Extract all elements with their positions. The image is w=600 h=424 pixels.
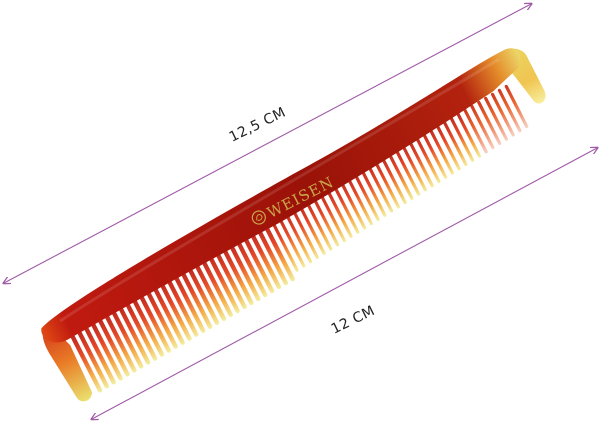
- teeth-length-line: [92, 148, 597, 419]
- comb-tooth: [208, 255, 240, 314]
- comb-tooth: [153, 287, 185, 345]
- spine-highlight: [59, 57, 500, 323]
- comb-tooth: [339, 180, 367, 230]
- comb-tooth: [160, 283, 192, 341]
- comb-tooth: [504, 84, 529, 129]
- comb-tooth: [311, 196, 340, 247]
- comb-tooth: [353, 172, 380, 222]
- comb-tooth: [284, 211, 313, 264]
- comb-spine: [41, 48, 521, 343]
- comb-tooth: [249, 231, 282, 290]
- comb-tooth: [91, 323, 123, 381]
- comb-tooth: [408, 140, 434, 188]
- comb-tooth: [463, 108, 488, 154]
- comb-tooth: [470, 104, 495, 150]
- comb-tooth: [422, 132, 448, 179]
- comb-tooth: [394, 148, 421, 196]
- comb-tooth: [194, 263, 227, 322]
- comb-tooth: [229, 243, 261, 302]
- comb-tooth: [167, 279, 199, 337]
- comb-tooth: [442, 120, 468, 167]
- brand-logo: [251, 210, 266, 225]
- comb-tooth: [497, 88, 522, 133]
- comb-tooth: [477, 100, 502, 145]
- comb-tooth: [235, 239, 268, 298]
- teeth-length-label: 12 CM: [329, 303, 378, 338]
- comb-tooth: [180, 271, 213, 329]
- comb-tooth: [105, 315, 137, 373]
- comb-tooth: [98, 319, 130, 377]
- comb-tooth: [387, 152, 414, 200]
- comb-tooth: [112, 311, 144, 369]
- comb-tooth: [449, 116, 475, 162]
- comb-tooth: [277, 215, 306, 268]
- comb-tooth: [490, 92, 515, 137]
- comb-tooth: [429, 128, 455, 175]
- comb-tooth: [270, 219, 299, 272]
- comb-tooth: [139, 295, 172, 353]
- comb-tooth: [201, 259, 233, 318]
- comb-tooth: [242, 235, 275, 294]
- comb-tooth: [256, 227, 289, 286]
- comb-tooth: [84, 327, 116, 385]
- comb-tooth: [373, 160, 400, 209]
- comb-tooth: [215, 251, 247, 310]
- comb: WEISEN: [41, 48, 546, 402]
- comb-tooth: [291, 207, 319, 260]
- comb-tooth: [70, 334, 103, 393]
- comb-tooth: [456, 112, 482, 158]
- comb-tooth: [263, 223, 295, 282]
- total-length-label: 12,5 CM: [227, 104, 289, 145]
- comb-tooth: [325, 188, 353, 238]
- comb-tooth: [77, 331, 110, 389]
- comb-tooth: [380, 156, 407, 205]
- comb-tooth: [415, 136, 441, 184]
- comb-tooth: [173, 275, 206, 333]
- comb-tooth: [346, 176, 373, 226]
- comb-tooth: [484, 96, 509, 141]
- comb-left-end: [42, 322, 93, 402]
- comb-tooth: [187, 267, 220, 325]
- comb-tooth: [222, 247, 254, 306]
- comb-tooth: [125, 303, 158, 361]
- comb-tooth: [332, 184, 360, 234]
- comb-tooth: [305, 200, 333, 251]
- comb-tooth: [118, 307, 151, 365]
- comb-tooth: [401, 144, 427, 192]
- comb-tooth: [132, 299, 165, 357]
- comb-tooth: [146, 291, 178, 349]
- comb-teeth: [70, 84, 529, 393]
- comb-tooth: [435, 124, 461, 171]
- comb-tooth: [298, 204, 326, 255]
- comb-tooth: [367, 164, 394, 213]
- total-length-line: [4, 4, 531, 283]
- comb-tooth: [360, 168, 387, 217]
- comb-tooth: [318, 192, 346, 243]
